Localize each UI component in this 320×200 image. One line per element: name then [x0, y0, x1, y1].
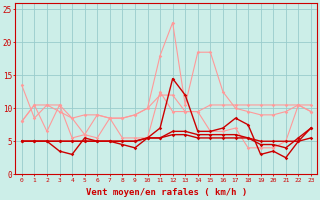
X-axis label: Vent moyen/en rafales ( km/h ): Vent moyen/en rafales ( km/h ) [86, 188, 247, 197]
